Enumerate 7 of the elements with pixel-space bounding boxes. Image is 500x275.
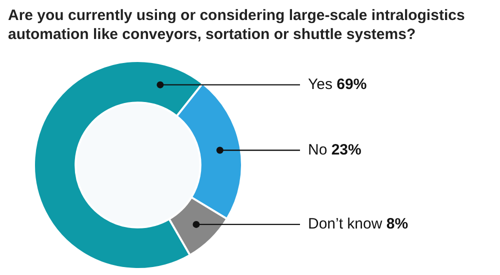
data-label: 8% — [386, 216, 408, 233]
slice-label: No — [308, 141, 332, 158]
chart-title: Are you currently using or considering large-scale intralogistics automation like conveyors, sortation or shuttle systems? — [8, 6, 466, 44]
slice-label: Yes — [308, 76, 337, 93]
data-label: 23% — [331, 141, 362, 158]
slice-label: Don’t know — [308, 216, 386, 233]
data-label: 69% — [336, 76, 367, 93]
